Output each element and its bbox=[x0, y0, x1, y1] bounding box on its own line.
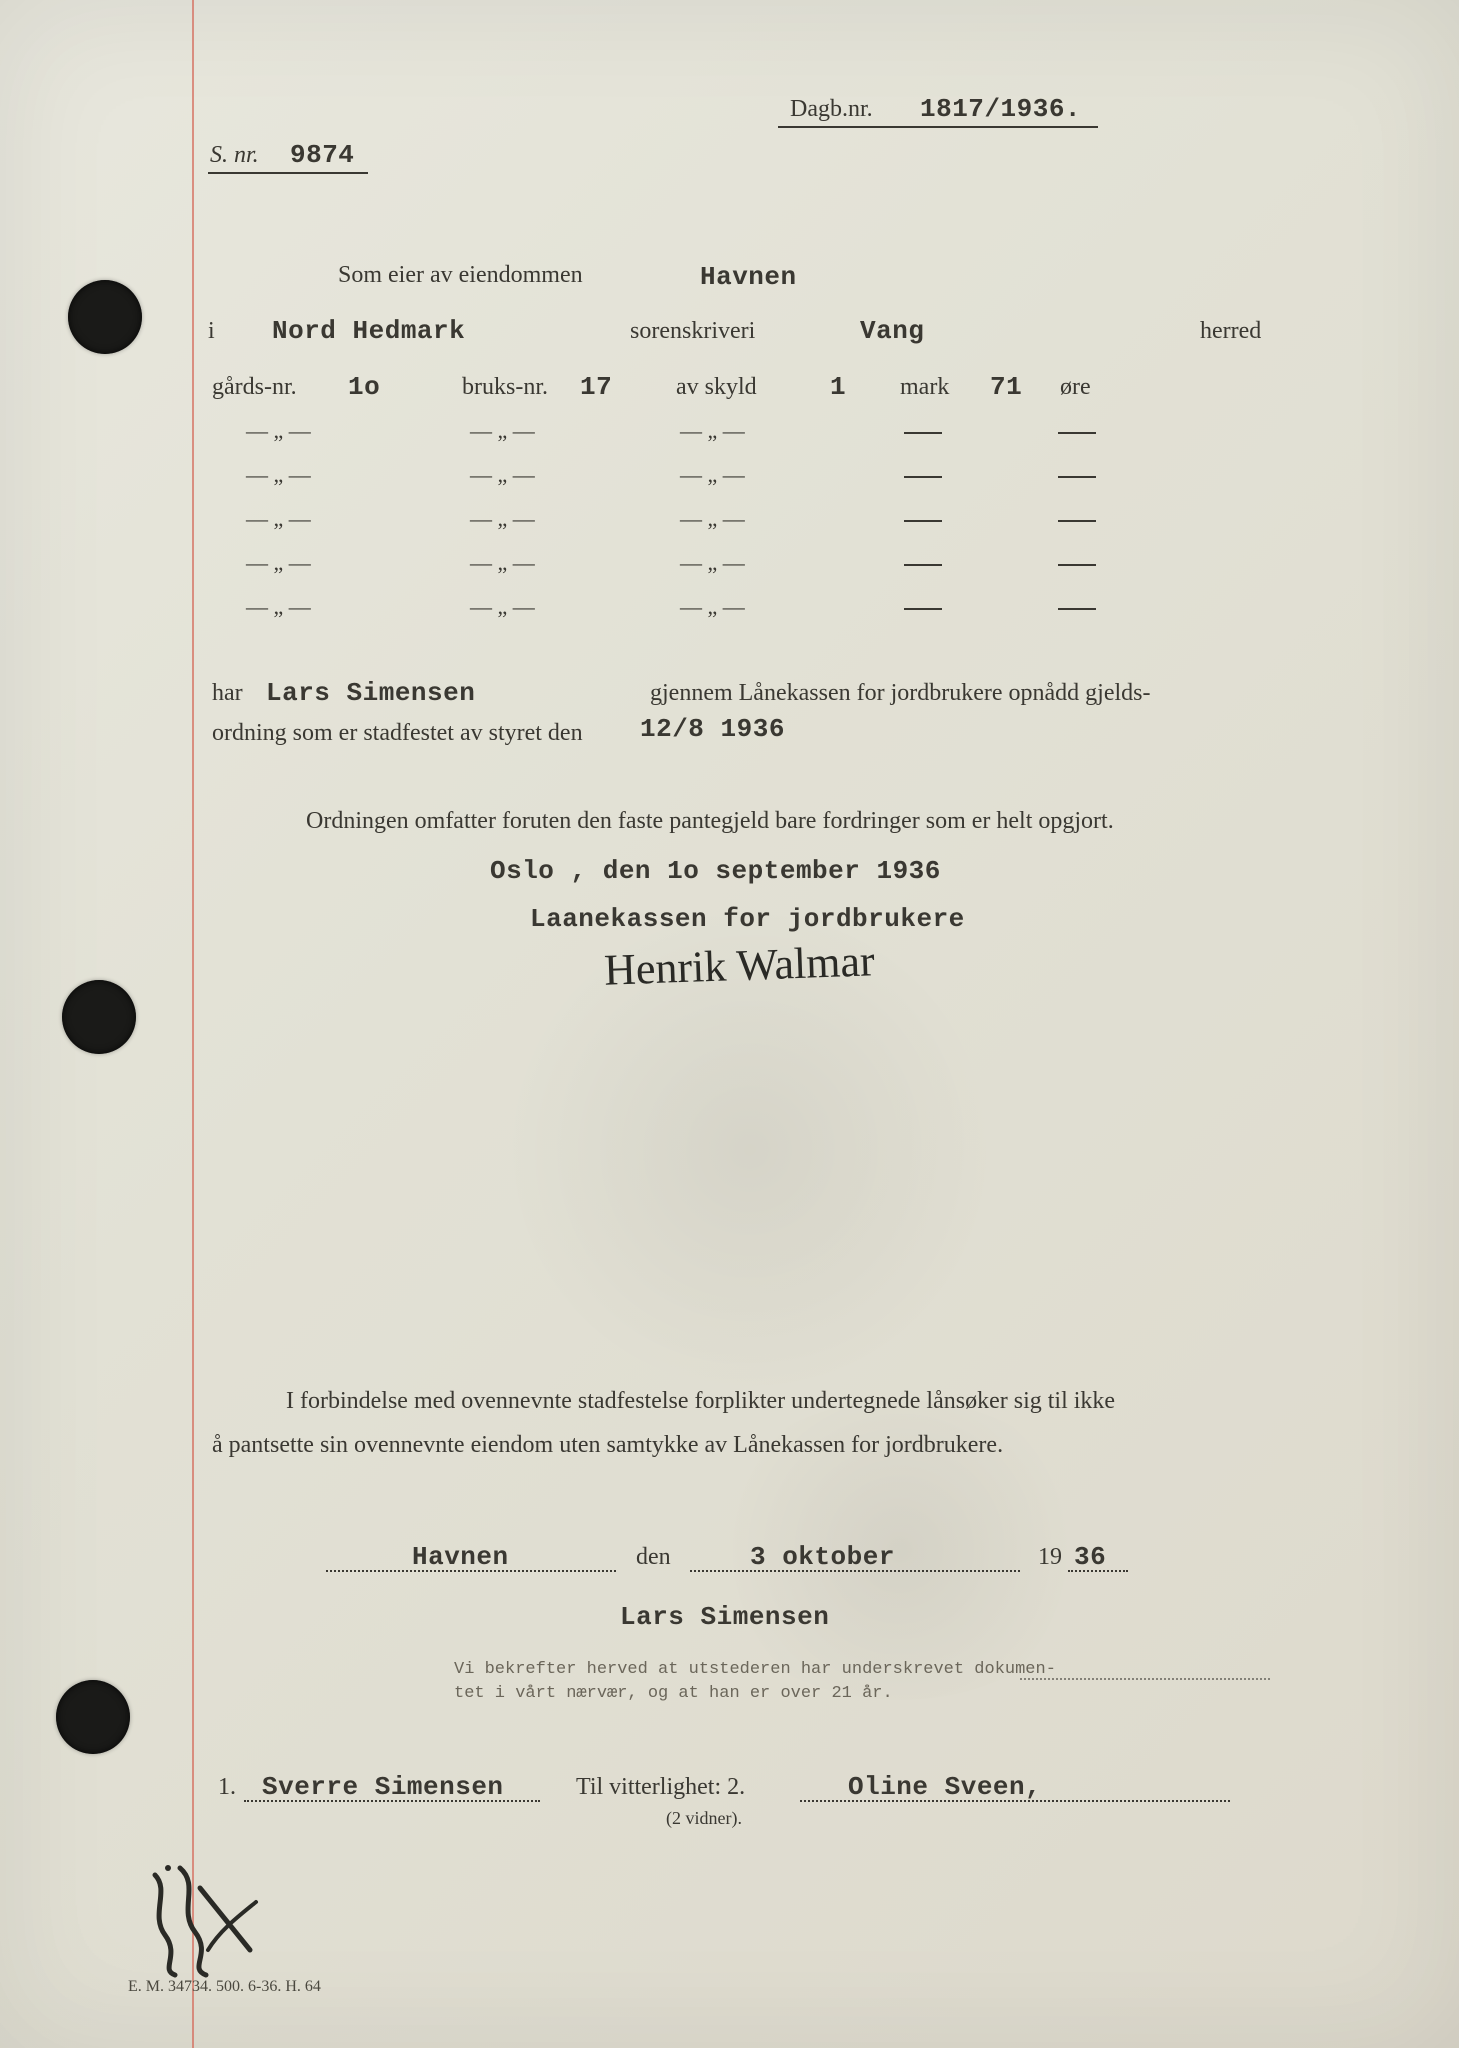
gardsnr-value: 1o bbox=[348, 372, 380, 402]
document-page: Dagb.nr. 1817/1936. S. nr. 9874 Som eier… bbox=[0, 0, 1459, 2048]
property-name: Havnen bbox=[700, 262, 797, 292]
s-nr-label: S. nr. bbox=[210, 142, 259, 169]
sign-date: 3 oktober bbox=[750, 1542, 895, 1572]
initials-mark-icon bbox=[130, 1860, 270, 1980]
bruksnr-value: 17 bbox=[580, 372, 612, 402]
confirm-date: 12/8 1936 bbox=[640, 714, 785, 744]
place-date: Oslo , den 1o september 1936 bbox=[490, 856, 941, 886]
attest-dotted-tail bbox=[1020, 1678, 1270, 1680]
ownership-intro: Som eier av eiendommen bbox=[338, 262, 583, 289]
signature: Henrik Walmar bbox=[603, 935, 875, 995]
vitterlighet-label: Til vitterlighet: 2. bbox=[576, 1774, 745, 1801]
district: Nord Hedmark bbox=[272, 316, 465, 346]
body-line1-tail: gjennem Lånekassen for jordbrukere opnåd… bbox=[650, 680, 1151, 707]
content-layer: Dagb.nr. 1817/1936. S. nr. 9874 Som eier… bbox=[0, 0, 1459, 2048]
attest-line1: Vi bekrefter herved at utstederen har un… bbox=[454, 1660, 1056, 1679]
gardsnr-label: gårds-nr. bbox=[212, 374, 297, 401]
vidner-label: (2 vidner). bbox=[666, 1808, 742, 1829]
skyld-ore: 71 bbox=[990, 372, 1022, 402]
signer-name: Lars Simensen bbox=[620, 1602, 829, 1632]
ore-label: øre bbox=[1060, 374, 1091, 401]
in-label: i bbox=[208, 318, 215, 345]
pledge-line2: å pantsette sin ovennevnte eiendom uten … bbox=[212, 1432, 1003, 1459]
issuer: Laanekassen for jordbrukere bbox=[530, 904, 965, 934]
dagb-value: 1817/1936. bbox=[920, 94, 1081, 124]
year-suffix: 36 bbox=[1074, 1542, 1106, 1572]
attest-line2: tet i vårt nærvær, og at han er over 21 … bbox=[454, 1684, 893, 1703]
coverage-text: Ordningen omfatter foruten den faste pan… bbox=[306, 808, 1114, 835]
bruksnr-label: bruks-nr. bbox=[462, 374, 548, 401]
s-nr-underline bbox=[208, 172, 368, 174]
sorenskriveri-label: sorenskriveri bbox=[630, 318, 755, 345]
applicant-name: Lars Simensen bbox=[266, 678, 475, 708]
herred-name: Vang bbox=[860, 316, 924, 346]
sign-place: Havnen bbox=[412, 1542, 509, 1572]
year-prefix: 19 bbox=[1038, 1544, 1062, 1571]
witness1-num: 1. bbox=[218, 1774, 236, 1801]
witness2: Oline Sveen, bbox=[848, 1772, 1041, 1802]
herred-label: herred bbox=[1200, 318, 1261, 345]
dagb-underline bbox=[778, 126, 1098, 128]
mark-label: mark bbox=[900, 374, 949, 401]
footer-print-code: E. M. 34734. 500. 6-36. H. 64 bbox=[128, 1978, 321, 1996]
s-nr-value: 9874 bbox=[290, 140, 354, 170]
pledge-line1: I forbindelse med ovennevnte stadfestels… bbox=[286, 1388, 1115, 1415]
har-label: har bbox=[212, 680, 243, 707]
body-line2: ordning som er stadfestet av styret den bbox=[212, 720, 583, 747]
den-label: den bbox=[636, 1544, 671, 1571]
skyld-mark: 1 bbox=[830, 372, 846, 402]
dagb-label: Dagb.nr. bbox=[790, 96, 873, 123]
witness1: Sverre Simensen bbox=[262, 1772, 504, 1802]
avskyld-label: av skyld bbox=[676, 374, 757, 401]
